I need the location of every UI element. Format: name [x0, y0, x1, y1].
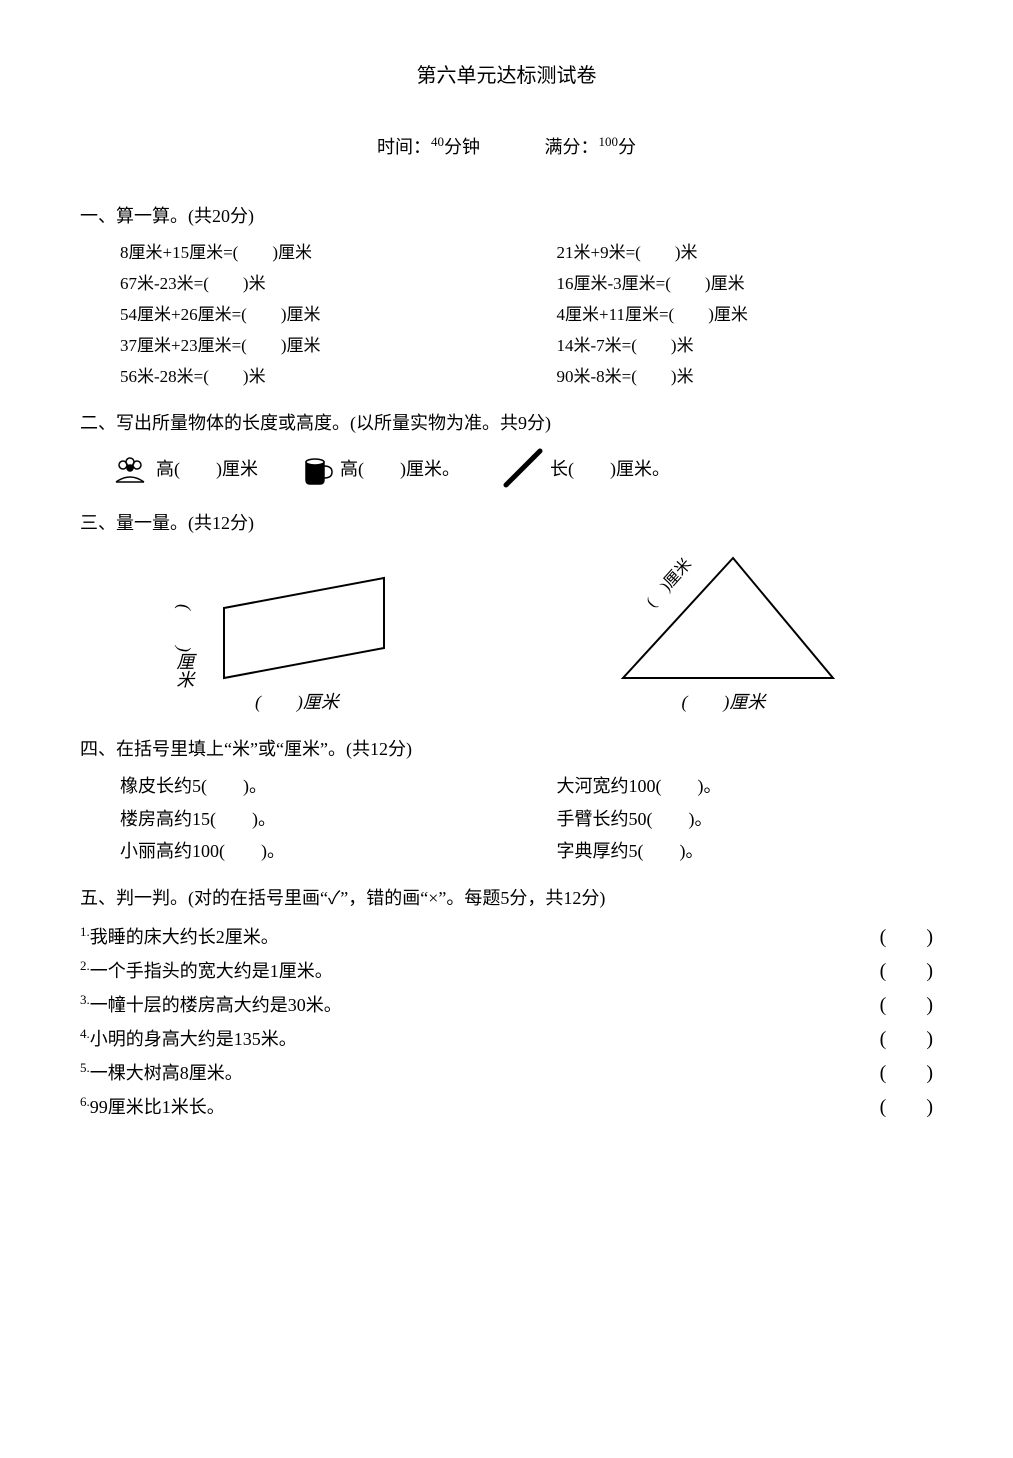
- judge-num: 3.: [80, 992, 90, 1007]
- calc-item: 67米-23米=( )米: [120, 270, 497, 297]
- judge-row: 1.我睡的床大约长2厘米。 ( ): [80, 921, 933, 953]
- score-unit: 分: [618, 137, 636, 157]
- judge-num: 1.: [80, 924, 90, 939]
- rect-height-label: ( )厘米: [170, 604, 199, 688]
- q2-label: 高( )厘米。: [340, 455, 460, 484]
- cup-icon: [298, 452, 334, 486]
- q3-row: ( )厘米 ( )厘米 ( )厘米 ( )厘米: [80, 548, 933, 717]
- judge-row: 4.小明的身高大约是135米。 ( ): [80, 1023, 933, 1055]
- judge-paren: ( ): [853, 989, 933, 1021]
- fill-item: 橡皮长约5( )。: [120, 772, 497, 801]
- fill-item: 大河宽约100( )。: [557, 772, 934, 801]
- page-title: 第六单元达标测试卷: [80, 60, 933, 92]
- judge-list: 1.我睡的床大约长2厘米。 ( ) 2.一个手指头的宽大约是1厘米。 ( ) 3…: [80, 921, 933, 1123]
- judge-row: 5.一棵大树高8厘米。 ( ): [80, 1057, 933, 1089]
- section-2-head: 二、写出所量物体的长度或高度。(以所量实物为准。共9分): [80, 409, 933, 438]
- q2-label: 长( )厘米。: [550, 455, 670, 484]
- judge-text: 一个手指头的宽大约是1厘米。: [90, 961, 333, 981]
- judge-row: 3.一幢十层的楼房高大约是30米。 ( ): [80, 989, 933, 1021]
- section-4-head: 四、在括号里填上“米”或“厘米”。(共12分): [80, 735, 933, 764]
- judge-paren: ( ): [853, 1023, 933, 1055]
- judge-text: 我睡的床大约长2厘米。: [90, 927, 279, 947]
- score-label: 满分：: [545, 137, 599, 157]
- calc-item: 8厘米+15厘米=( )厘米: [120, 239, 497, 266]
- section-3-head: 三、量一量。(共12分): [80, 509, 933, 538]
- fill-item: 小丽高约100( )。: [120, 837, 497, 866]
- score-block: 满分：100分: [545, 132, 637, 162]
- calc-item: 90米-8米=( )米: [557, 363, 934, 390]
- fill-grid: 橡皮长约5( )。 大河宽约100( )。 楼房高约15( )。 手臂长约50(…: [120, 772, 933, 866]
- pencil-icon: [500, 447, 544, 491]
- section-1-head: 一、算一算。(共20分): [80, 202, 933, 231]
- q2-item-cup: 高( )厘米。: [298, 452, 460, 486]
- judge-paren: ( ): [853, 921, 933, 953]
- triangle-block: ( )厘米 ( )厘米: [603, 548, 843, 717]
- q2-item-flower: 高( )厘米: [110, 452, 258, 486]
- time-block: 时间：40分钟: [377, 132, 480, 162]
- calc-grid: 8厘米+15厘米=( )厘米 21米+9米=( )米 67米-23米=( )米 …: [120, 239, 933, 391]
- calc-item: 4厘米+11厘米=( )厘米: [557, 301, 934, 328]
- fill-item: 楼房高约15( )。: [120, 805, 497, 834]
- judge-paren: ( ): [853, 1057, 933, 1089]
- calc-item: 14米-7米=( )米: [557, 332, 934, 359]
- calc-item: 56米-28米=( )米: [120, 363, 497, 390]
- judge-text: 99厘米比1米长。: [90, 1097, 225, 1117]
- rect-width-label: ( )厘米: [170, 688, 425, 717]
- triangle-base-label: ( )厘米: [603, 688, 843, 717]
- time-value: 40: [431, 134, 444, 149]
- calc-item: 21米+9米=( )米: [557, 239, 934, 266]
- q2-label: 高( )厘米: [156, 455, 258, 484]
- meta-row: 时间：40分钟 满分：100分: [80, 132, 933, 162]
- judge-text: 一棵大树高8厘米。: [90, 1063, 243, 1083]
- judge-paren: ( ): [853, 1091, 933, 1123]
- judge-num: 6.: [80, 1094, 90, 1109]
- judge-num: 2.: [80, 958, 90, 973]
- calc-item: 37厘米+23厘米=( )厘米: [120, 332, 497, 359]
- judge-paren: ( ): [853, 955, 933, 987]
- score-value: 100: [599, 134, 619, 149]
- rectangle-shape: [204, 568, 424, 688]
- q2-row: 高( )厘米 高( )厘米。 长( )厘米。: [110, 447, 933, 491]
- judge-text: 小明的身高大约是135米。: [90, 1029, 297, 1049]
- calc-item: 54厘米+26厘米=( )厘米: [120, 301, 497, 328]
- triangle-side-label-svg: ( )厘米: [643, 555, 696, 611]
- calc-item: 16厘米-3厘米=( )厘米: [557, 270, 934, 297]
- judge-row: 2.一个手指头的宽大约是1厘米。 ( ): [80, 955, 933, 987]
- flower-icon: [110, 452, 150, 486]
- time-unit: 分钟: [444, 137, 480, 157]
- fill-item: 手臂长约50( )。: [557, 805, 934, 834]
- section-5-head: 五、判一判。(对的在括号里画“✓”，错的画“×”。每题5分，共12分): [80, 884, 933, 913]
- fill-item: 字典厚约5( )。: [557, 837, 934, 866]
- triangle-shape: ( )厘米: [603, 548, 843, 688]
- judge-row: 6.99厘米比1米长。 ( ): [80, 1091, 933, 1123]
- judge-text: 一幢十层的楼房高大约是30米。: [90, 995, 342, 1015]
- judge-num: 4.: [80, 1026, 90, 1041]
- q2-item-pencil: 长( )厘米。: [500, 447, 670, 491]
- rect-block: ( )厘米 ( )厘米: [170, 568, 425, 717]
- judge-num: 5.: [80, 1060, 90, 1075]
- time-label: 时间：: [377, 137, 431, 157]
